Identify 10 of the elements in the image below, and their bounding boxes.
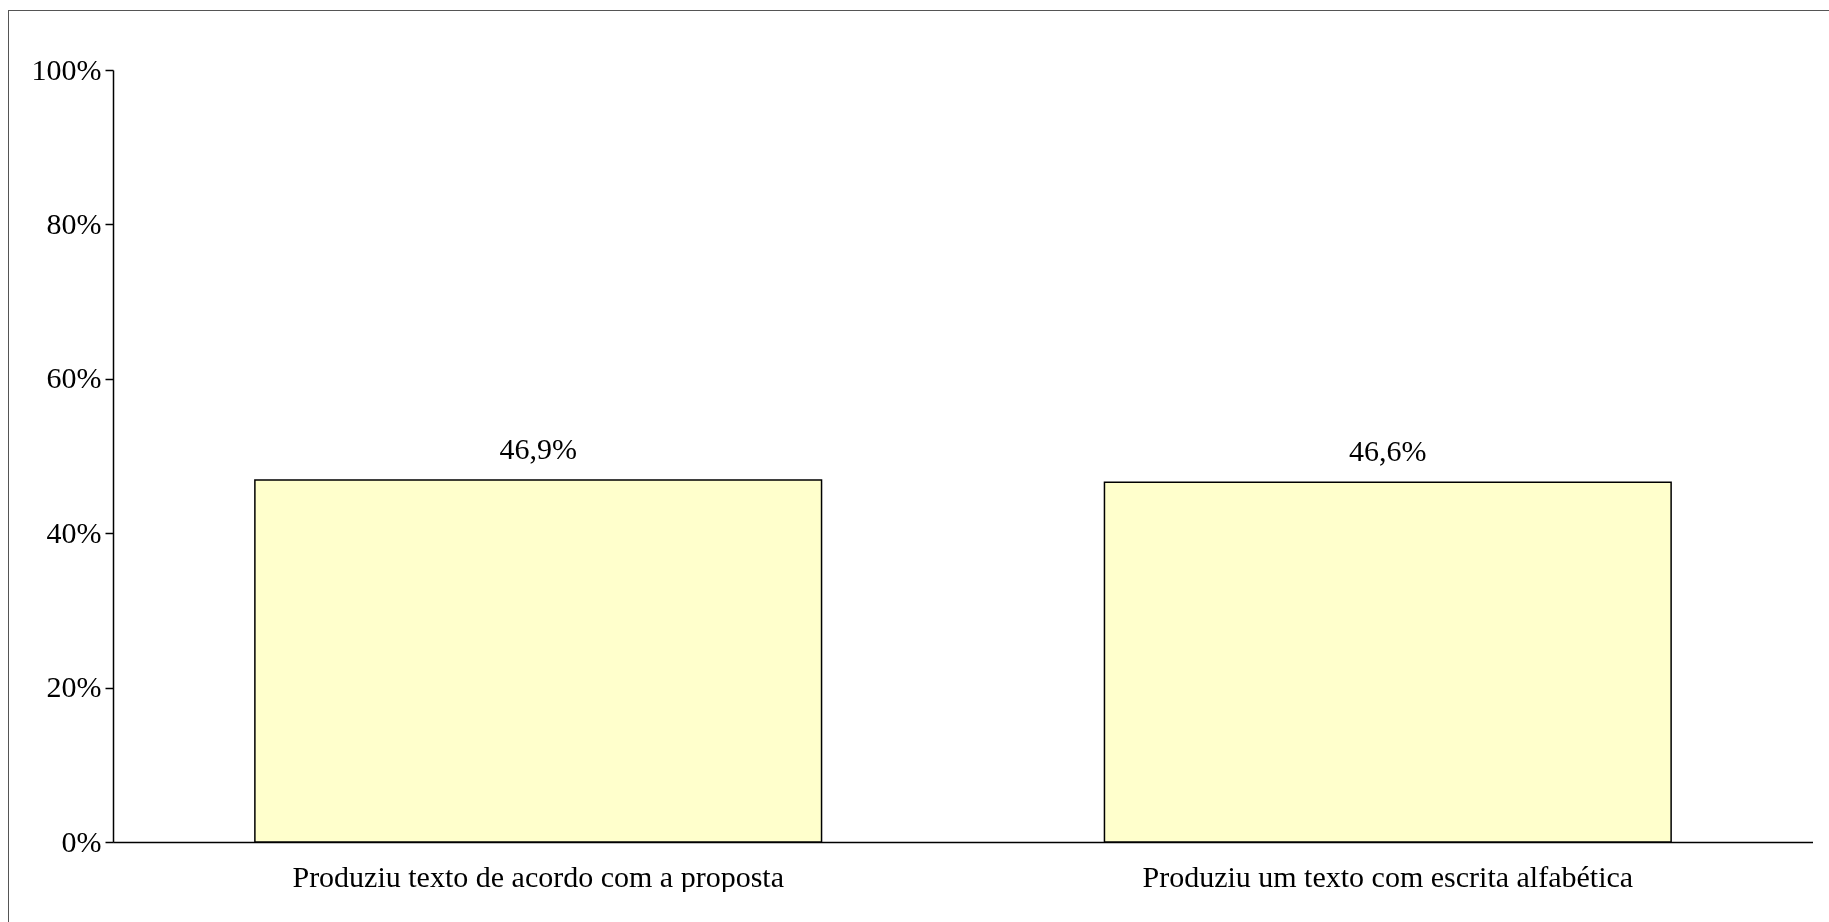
y-tick-label: 40% (46, 515, 102, 549)
y-tick-label: 60% (46, 361, 102, 395)
y-tick-label: 100% (31, 52, 102, 86)
data-label: 46,6% (1349, 434, 1427, 468)
y-tick-label: 80% (46, 206, 102, 240)
y-tick-label: 20% (46, 670, 102, 704)
data-label: 46,9% (499, 431, 577, 465)
x-tick-label: Produziu um texto com escrita alfabética (1142, 859, 1634, 893)
y-tick-label: 0% (61, 824, 102, 858)
x-tick-label: Produziu texto de acordo com a proposta (292, 859, 784, 893)
